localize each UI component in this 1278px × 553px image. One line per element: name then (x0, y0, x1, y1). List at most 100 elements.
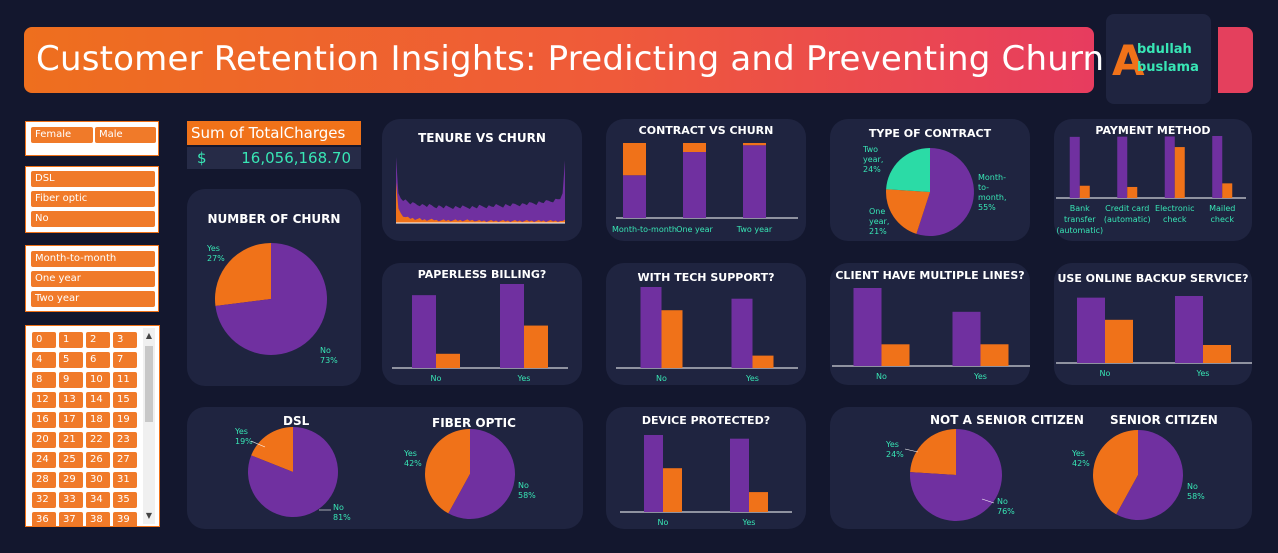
chart-title: TYPE OF CONTRACT (868, 127, 992, 140)
slicer-item-tenure-15[interactable]: 15 (113, 392, 137, 408)
slicer-item-tenure-33[interactable]: 33 (59, 492, 83, 508)
slicer-item-tenure-26[interactable]: 26 (86, 452, 110, 468)
card-contract-vs-churn: CONTRACT VS CHURN Month-to-month One year… (606, 119, 806, 241)
slicer-item-tenure-3[interactable]: 3 (113, 332, 137, 348)
x-tick-label: No (1100, 369, 1111, 378)
slicer-item-tenure-18[interactable]: 18 (86, 412, 110, 428)
slicer-item-tenure-14[interactable]: 14 (86, 392, 110, 408)
slicer-item-tenure-22[interactable]: 22 (86, 432, 110, 448)
slicer-item-tenure-11[interactable]: 11 (113, 372, 137, 388)
card-type-of-contract: TYPE OF CONTRACT Month-to-month, 55% One ye… (830, 119, 1030, 241)
slicer-item-two-year[interactable]: Two year (31, 291, 155, 307)
slicer-item-tenure-32[interactable]: 32 (32, 492, 56, 508)
card-multiple-lines: CLIENT HAVE MULTIPLE LINES? No Yes (830, 263, 1030, 385)
slicer-item-tenure-21[interactable]: 21 (59, 432, 83, 448)
logo-line-1: bdullah (1137, 42, 1192, 57)
x-tick-label: Electronic (1155, 204, 1194, 213)
data-label-not-senior-no: 76% (997, 507, 1015, 516)
title-banner: Customer Retention Insights: Predicting … (24, 27, 1104, 93)
slicer-item-tenure-19[interactable]: 19 (113, 412, 137, 428)
slicer-item-month-to-month[interactable]: Month-to-month (31, 251, 155, 267)
slicer-item-tenure-20[interactable]: 20 (32, 432, 56, 448)
x-tick-label: No (658, 518, 669, 527)
slicer-item-tenure-16[interactable]: 16 (32, 412, 56, 428)
slicer-item-one-year[interactable]: One year (31, 271, 155, 287)
slicer-item-tenure-25[interactable]: 25 (59, 452, 83, 468)
slicer-item-tenure-24[interactable]: 24 (32, 452, 56, 468)
slicer-item-tenure-37[interactable]: 37 (59, 512, 83, 526)
x-tick-label: Yes (517, 374, 531, 383)
slicer-item-no-internet[interactable]: No (31, 211, 155, 227)
pie-slice-yes (910, 429, 956, 475)
data-label-one-year: One (869, 207, 885, 216)
chart-title: CLIENT HAVE MULTIPLE LINES? (835, 269, 1025, 282)
scroll-down-icon[interactable]: ▼ (145, 511, 153, 520)
slicer-item-tenure-27[interactable]: 27 (113, 452, 137, 468)
slicer-item-tenure-29[interactable]: 29 (59, 472, 83, 488)
slicer-item-tenure-13[interactable]: 13 (59, 392, 83, 408)
chart-title: NUMBER OF CHURN (207, 212, 341, 226)
slicer-item-tenure-7[interactable]: 7 (113, 352, 137, 368)
bar-no-3 (1212, 136, 1223, 198)
slicer-item-tenure-34[interactable]: 34 (86, 492, 110, 508)
slicer-item-tenure-4[interactable]: 4 (32, 352, 56, 368)
slicer-item-tenure-8[interactable]: 8 (32, 372, 56, 388)
slicer-item-dsl[interactable]: DSL (31, 171, 155, 187)
slicer-item-tenure-39[interactable]: 39 (113, 512, 137, 526)
payment-method-chart: Bank transfer (automatic) Credit card (autom… (1056, 136, 1246, 235)
slicer-item-tenure-2[interactable]: 2 (86, 332, 110, 348)
bar-no-1 (730, 438, 749, 512)
slicer-item-tenure-23[interactable]: 23 (113, 432, 137, 448)
card-device-protected: DEVICE PROTECTED? No Yes (606, 407, 806, 529)
title-banner-tail (1218, 27, 1253, 93)
slicer-item-tenure-0[interactable]: 0 (32, 332, 56, 348)
gender-slicer: Female Male (25, 121, 159, 156)
card-internet-type: DSL FIBER OPTIC Yes 19% No 81% Yes 42% No 58% (187, 407, 583, 529)
scroll-up-icon[interactable]: ▲ (145, 331, 153, 340)
slicer-item-female[interactable]: Female (31, 127, 93, 143)
slicer-item-tenure-6[interactable]: 6 (86, 352, 110, 368)
data-label-two-year: year, (863, 155, 883, 164)
slicer-item-tenure-28[interactable]: 28 (32, 472, 56, 488)
bar-yes-0 (1105, 319, 1133, 363)
slicer-item-male[interactable]: Male (95, 127, 156, 143)
data-label-no: No (320, 346, 331, 355)
leader-line (250, 440, 266, 448)
slicer-item-tenure-35[interactable]: 35 (113, 492, 137, 508)
slicer-item-tenure-36[interactable]: 36 (32, 512, 56, 526)
card-tenure-vs-churn: TENURE VS CHURN (382, 119, 582, 241)
slicer-item-tenure-9[interactable]: 9 (59, 372, 83, 388)
kpi-value: 16,056,168.70 (241, 149, 351, 167)
scroll-thumb[interactable] (145, 346, 153, 422)
bar-yes-1 (524, 325, 548, 368)
slicer-item-fiber-optic[interactable]: Fiber optic (31, 191, 155, 207)
slicer-item-tenure-38[interactable]: 38 (86, 512, 110, 526)
data-label-dsl-no: No (333, 503, 344, 512)
slicer-item-tenure-10[interactable]: 10 (86, 372, 110, 388)
slicer-item-tenure-5[interactable]: 5 (59, 352, 83, 368)
slicer-item-tenure-17[interactable]: 17 (59, 412, 83, 428)
slicer-item-tenure-31[interactable]: 31 (113, 472, 137, 488)
slicer-item-tenure-30[interactable]: 30 (86, 472, 110, 488)
bar-no-0 (1069, 136, 1080, 198)
data-label-fiber-no: 58% (518, 491, 536, 500)
card-tech-support: WITH TECH SUPPORT? No Yes (606, 263, 806, 385)
x-tick-label: Mailed (1209, 204, 1235, 213)
pie-slice-no (448, 429, 516, 519)
pie-slice-yes (251, 427, 293, 472)
x-tick-label: Yes (973, 372, 987, 381)
slicer-item-tenure-1[interactable]: 1 (59, 332, 83, 348)
tenure-slicer-scrollbar[interactable]: ▲ ▼ (143, 328, 155, 524)
data-label-not-senior-yes: 24% (886, 450, 904, 459)
card-paperless-billing: PAPERLESS BILLING? No Yes (382, 263, 582, 385)
slicer-item-tenure-12[interactable]: 12 (32, 392, 56, 408)
area-series-no (396, 157, 565, 223)
x-tick-label: Bank (1070, 204, 1090, 213)
leader-line (981, 498, 995, 504)
chart-title: PAYMENT METHOD (1095, 124, 1211, 137)
